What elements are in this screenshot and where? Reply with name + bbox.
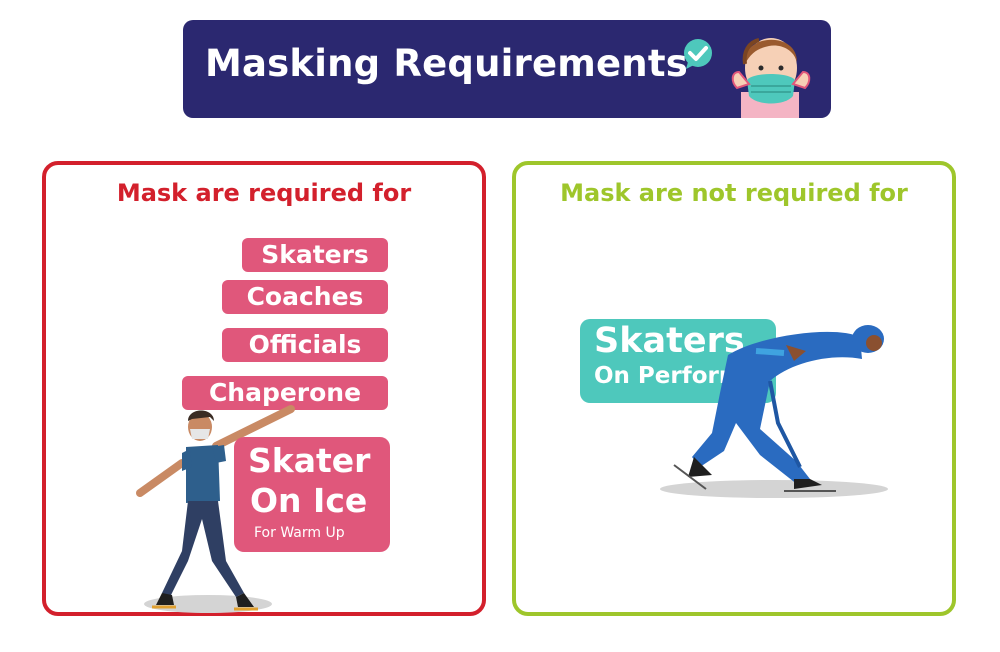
- skater-on-ice-line2: On Ice: [250, 481, 368, 520]
- skaters-on-perform-line2: On Perform: [594, 363, 743, 389]
- skater-on-ice-note: For Warm Up: [254, 525, 345, 541]
- masked-skater-illustration: [136, 405, 295, 613]
- required-item-coaches: Coaches: [222, 280, 388, 314]
- required-item-chaperone: Chaperone: [182, 376, 388, 410]
- page-title: Masking Requirements: [205, 42, 688, 85]
- required-item-officials: Officials: [222, 328, 388, 362]
- skater-on-ice-card: Skater On Ice For Warm Up: [234, 437, 390, 552]
- mask-required-panel: Mask are required for Skaters Coaches Of…: [42, 161, 486, 616]
- mask-not-required-heading: Mask are not required for: [560, 179, 908, 207]
- speed-skater-illustration: [660, 325, 888, 498]
- mask-not-required-panel: Mask are not required for Skaters On Per…: [512, 161, 956, 616]
- mask-required-heading: Mask are required for: [116, 179, 412, 207]
- header-banner: Masking Requirements: [183, 20, 831, 118]
- skater-on-ice-line1: Skater: [248, 441, 371, 480]
- skaters-on-perform-line1: Skaters: [594, 321, 745, 361]
- required-item-skaters: Skaters: [242, 238, 388, 272]
- masked-person-icon: [731, 38, 811, 118]
- check-icon: [684, 39, 712, 69]
